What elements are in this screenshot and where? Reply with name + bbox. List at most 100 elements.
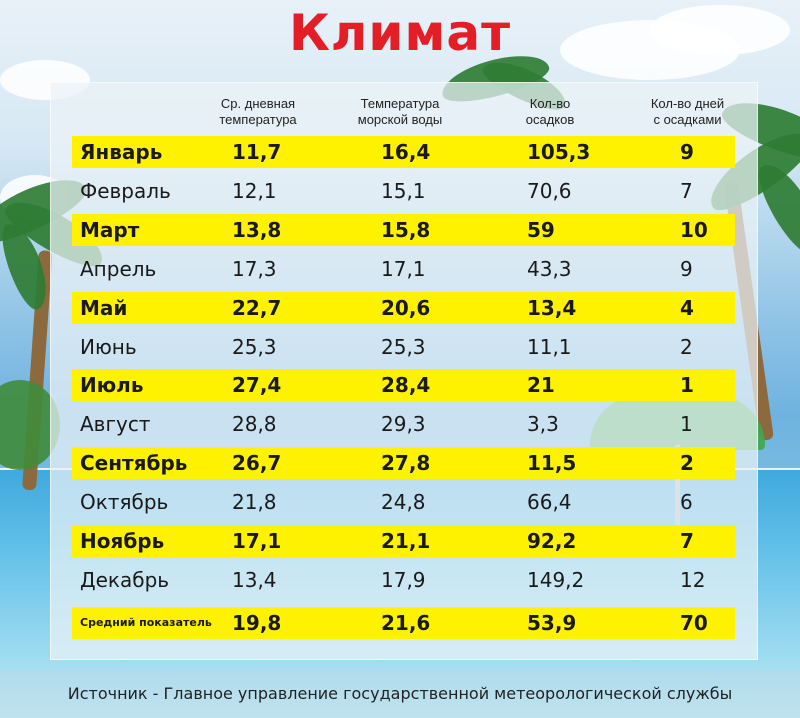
month-cell: Январь [80, 140, 163, 164]
header-precip: Кол-во осадков [510, 96, 590, 128]
table-row: Август 28,8 29,3 3,3 1 [0, 408, 800, 440]
average-day-temp: 19,8 [232, 611, 282, 635]
sea-temp-cell: 20,6 [381, 296, 431, 320]
table-row: Июль 27,4 28,4 21 1 [0, 369, 800, 401]
month-cell: Декабрь [80, 568, 170, 592]
day-temp-cell: 17,1 [232, 529, 282, 553]
header-rain-days-line2: с осадками [653, 112, 722, 127]
header-sea-temp-line2: морской воды [357, 112, 443, 127]
average-sea-temp: 21,6 [381, 611, 431, 635]
table-row: Март 13,8 15,8 59 10 [0, 214, 800, 246]
precip-cell: 21 [527, 373, 555, 397]
precip-cell: 11,1 [527, 335, 572, 359]
rain-days-cell: 2 [680, 335, 693, 359]
average-precip: 53,9 [527, 611, 577, 635]
average-label: Средний показатель [80, 616, 212, 629]
month-cell: Май [80, 296, 128, 320]
day-temp-cell: 25,3 [232, 335, 277, 359]
day-temp-cell: 21,8 [232, 490, 277, 514]
month-cell: Апрель [80, 257, 157, 281]
precip-cell: 105,3 [527, 140, 591, 164]
sea-temp-cell: 17,1 [381, 257, 426, 281]
row-highlight [72, 292, 735, 324]
day-temp-cell: 13,4 [232, 568, 277, 592]
sea-temp-cell: 27,8 [381, 451, 431, 475]
sea-temp-cell: 25,3 [381, 335, 426, 359]
source-note: Источник - Главное управление государств… [67, 684, 733, 703]
day-temp-cell: 27,4 [232, 373, 282, 397]
day-temp-cell: 28,8 [232, 412, 277, 436]
sea-temp-cell: 17,9 [381, 568, 426, 592]
day-temp-cell: 17,3 [232, 257, 277, 281]
average-row: Средний показатель 19,8 21,6 53,9 70 [0, 607, 800, 639]
sea-temp-cell: 29,3 [381, 412, 426, 436]
rain-days-cell: 7 [680, 529, 694, 553]
table-row: Ноябрь 17,1 21,1 92,2 7 [0, 525, 800, 557]
page-title: Климат [288, 4, 512, 62]
month-cell: Сентябрь [80, 451, 188, 475]
cloud [650, 5, 790, 55]
rain-days-cell: 4 [680, 296, 694, 320]
header-sea-temp: Температура морской воды [340, 96, 460, 128]
average-rain-days: 70 [680, 611, 708, 635]
rain-days-cell: 2 [680, 451, 694, 475]
row-highlight [72, 136, 735, 168]
day-temp-cell: 11,7 [232, 140, 282, 164]
sea-temp-cell: 21,1 [381, 529, 431, 553]
month-cell: Ноябрь [80, 529, 165, 553]
table-row: Февраль 12,1 15,1 70,6 7 [0, 175, 800, 207]
precip-cell: 43,3 [527, 257, 572, 281]
precip-cell: 13,4 [527, 296, 577, 320]
rain-days-cell: 7 [680, 179, 693, 203]
rain-days-cell: 9 [680, 140, 694, 164]
month-cell: Август [80, 412, 151, 436]
sea-temp-cell: 15,1 [381, 179, 426, 203]
precip-cell: 70,6 [527, 179, 572, 203]
table-row: Июнь 25,3 25,3 11,1 2 [0, 331, 800, 363]
rain-days-cell: 1 [680, 373, 694, 397]
table-row: Апрель 17,3 17,1 43,3 9 [0, 253, 800, 285]
month-cell: Март [80, 218, 140, 242]
rain-days-cell: 6 [680, 490, 693, 514]
row-highlight [72, 607, 735, 639]
rain-days-cell: 1 [680, 412, 693, 436]
precip-cell: 11,5 [527, 451, 577, 475]
precip-cell: 149,2 [527, 568, 585, 592]
month-cell: Июнь [80, 335, 137, 359]
precip-cell: 59 [527, 218, 555, 242]
month-cell: Июль [80, 373, 144, 397]
sea-temp-cell: 24,8 [381, 490, 426, 514]
day-temp-cell: 13,8 [232, 218, 282, 242]
sea-temp-cell: 15,8 [381, 218, 431, 242]
header-day-temp-line1: Ср. дневная [220, 96, 296, 111]
table-row: Январь 11,7 16,4 105,3 9 [0, 136, 800, 168]
sea-temp-cell: 28,4 [381, 373, 431, 397]
row-highlight [72, 447, 735, 479]
day-temp-cell: 26,7 [232, 451, 282, 475]
precip-cell: 66,4 [527, 490, 572, 514]
header-rain-days-line1: Кол-во дней [650, 96, 725, 111]
header-day-temp: Ср. дневная температура [208, 96, 308, 128]
header-precip-line2: осадков [525, 112, 575, 127]
month-cell: Октябрь [80, 490, 169, 514]
day-temp-cell: 22,7 [232, 296, 282, 320]
month-cell: Февраль [80, 179, 171, 203]
rain-days-cell: 10 [680, 218, 708, 242]
header-day-temp-line2: температура [219, 112, 297, 127]
row-highlight [72, 214, 735, 246]
day-temp-cell: 12,1 [232, 179, 277, 203]
rain-days-cell: 9 [680, 257, 693, 281]
row-highlight [72, 369, 735, 401]
header-precip-line1: Кол-во [529, 96, 571, 111]
table-row: Май 22,7 20,6 13,4 4 [0, 292, 800, 324]
precip-cell: 3,3 [527, 412, 559, 436]
rain-days-cell: 12 [680, 568, 706, 592]
row-highlight [72, 525, 735, 557]
header-sea-temp-line1: Температура [360, 96, 440, 111]
table-row: Октябрь 21,8 24,8 66,4 6 [0, 486, 800, 518]
table-row: Декабрь 13,4 17,9 149,2 12 [0, 564, 800, 596]
precip-cell: 92,2 [527, 529, 577, 553]
header-rain-days: Кол-во дней с осадками [635, 96, 740, 128]
sea-temp-cell: 16,4 [381, 140, 431, 164]
table-row: Сентябрь 26,7 27,8 11,5 2 [0, 447, 800, 479]
